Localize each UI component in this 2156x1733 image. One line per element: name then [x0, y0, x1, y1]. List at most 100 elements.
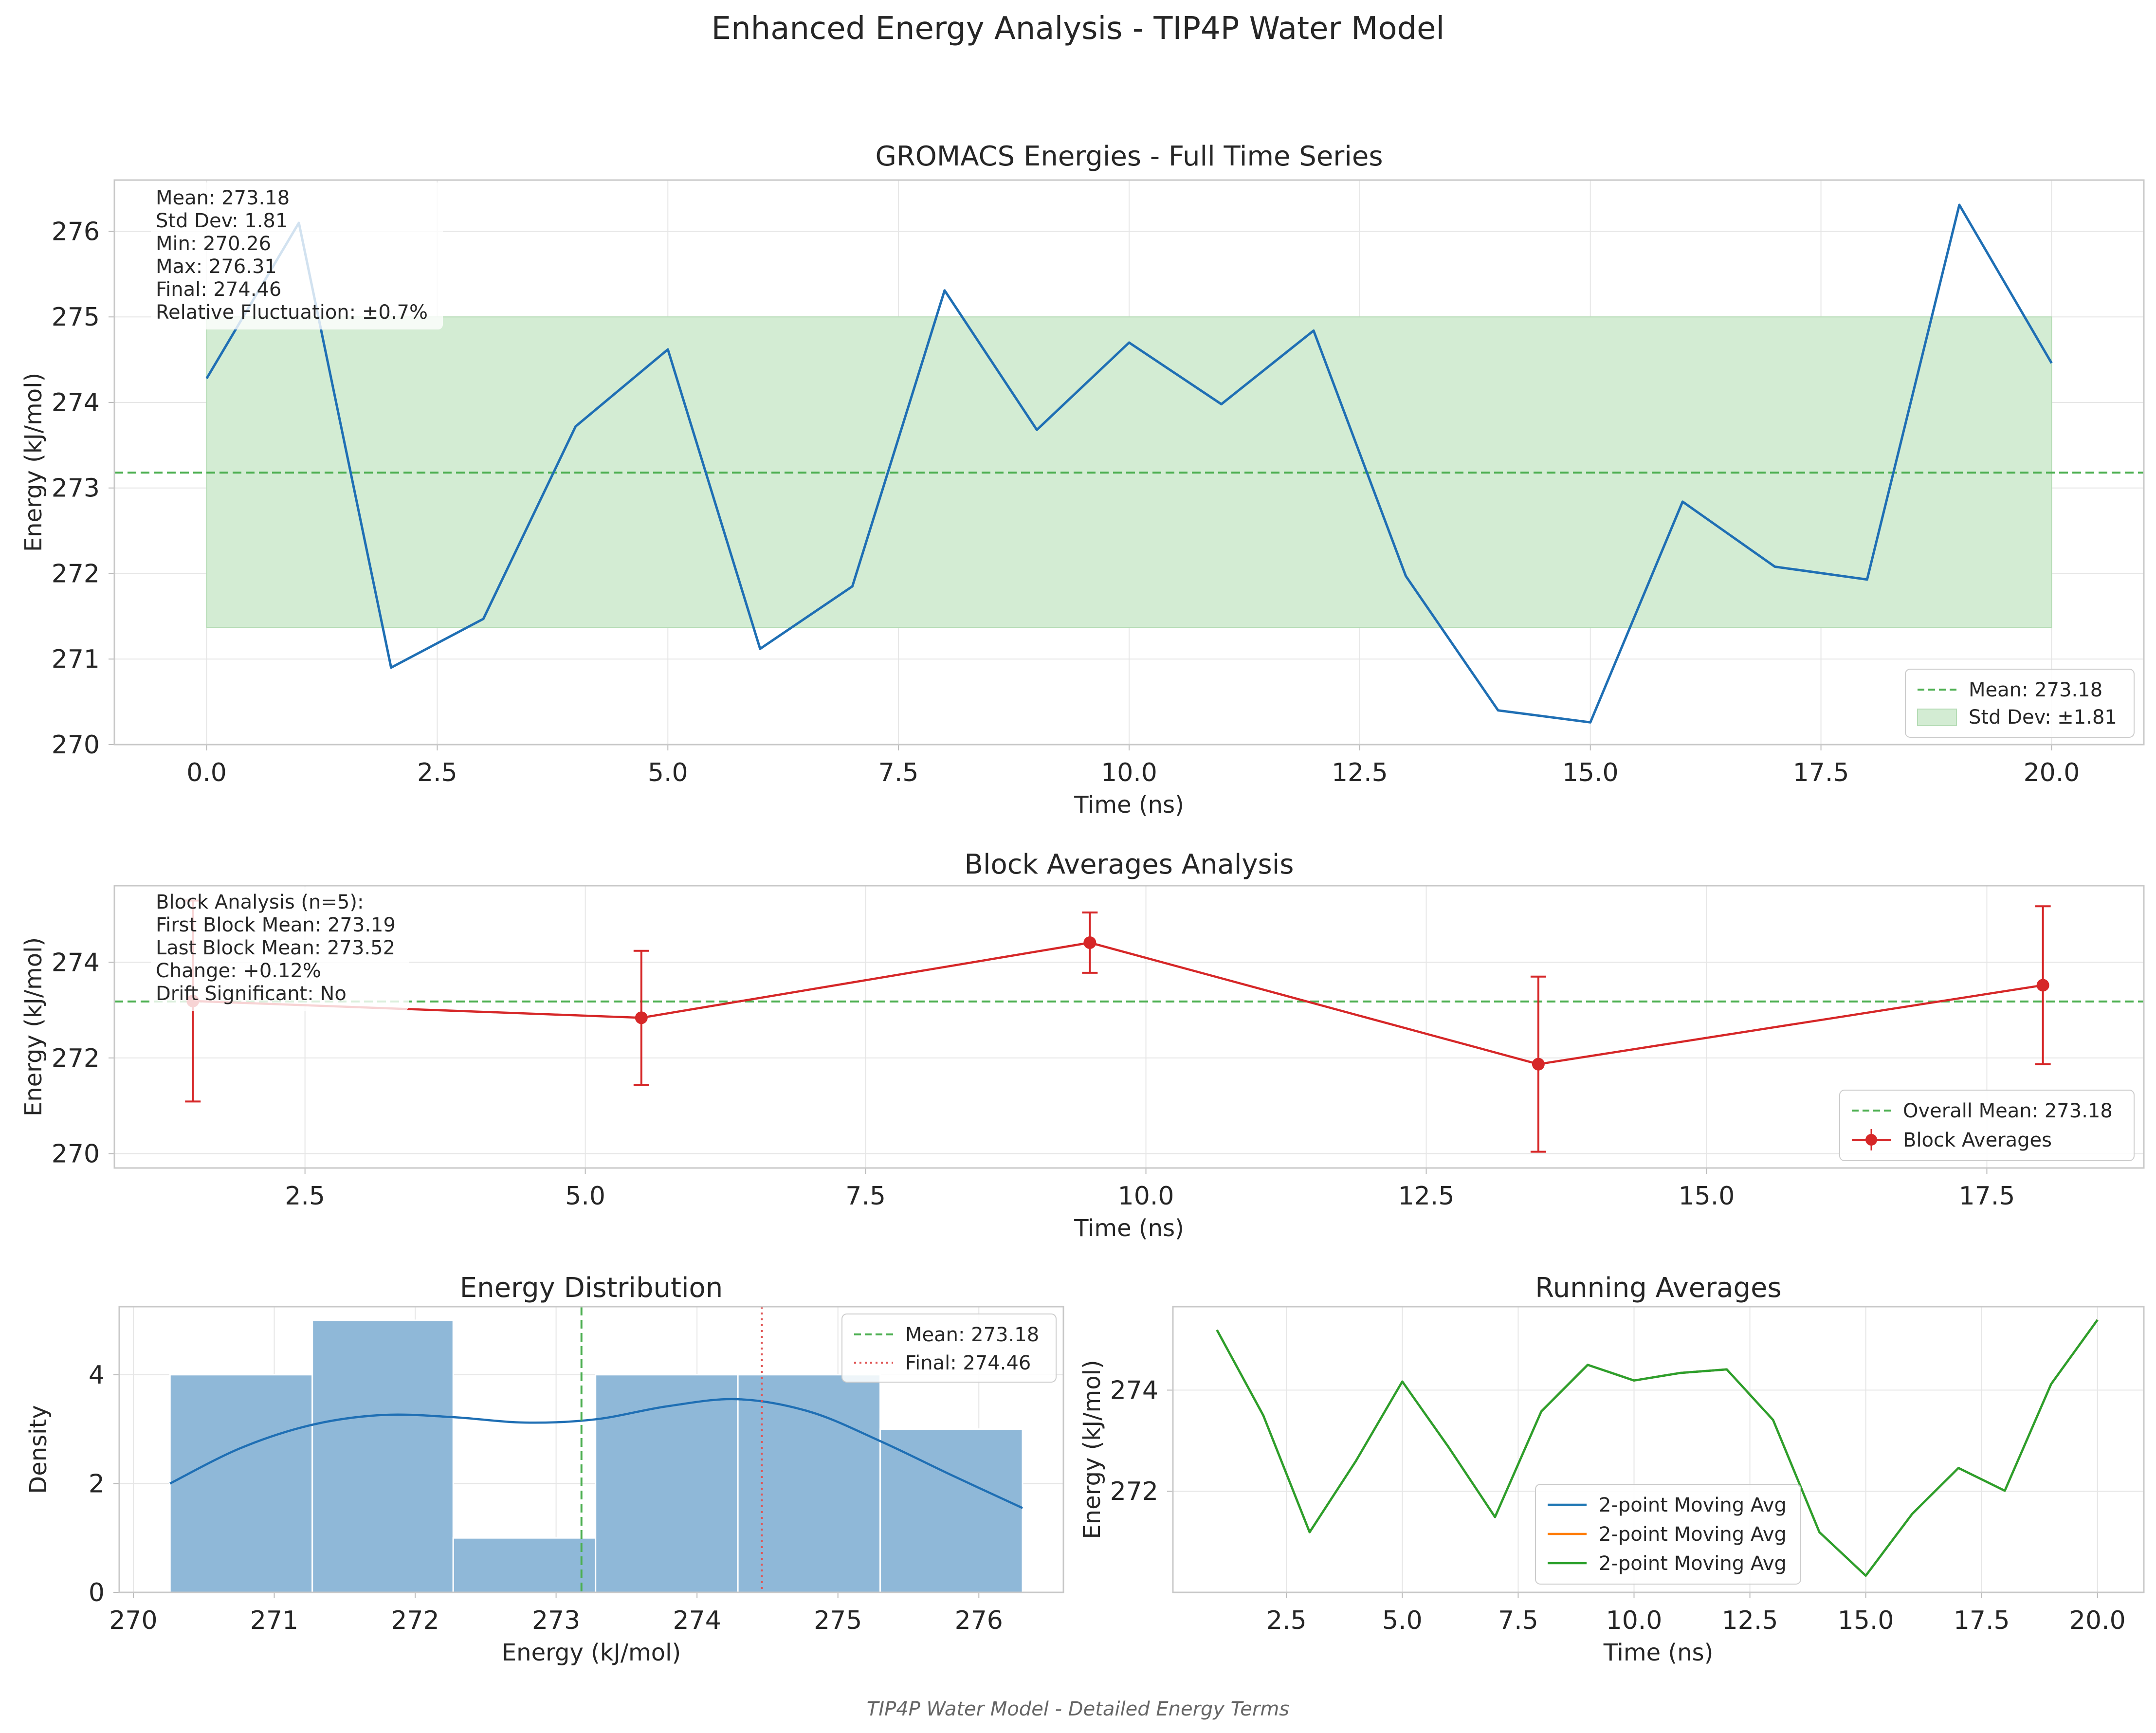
panel-title: GROMACS Energies - Full Time Series	[876, 141, 1383, 172]
x-tick-label: 276	[955, 1606, 1003, 1635]
stats-line: Relative Fluctuation: ±0.7%	[156, 301, 428, 324]
x-axis-label: Time (ns)	[1074, 1215, 1184, 1242]
x-tick-label: 12.5	[1722, 1606, 1778, 1635]
legend-block-swatch-marker	[1865, 1134, 1877, 1146]
legend-block-label: Block Averages	[1903, 1129, 2052, 1151]
x-tick-label: 15.0	[1679, 1182, 1735, 1211]
x-tick-label: 10.0	[1606, 1606, 1663, 1635]
plot-frame	[113, 885, 2145, 1169]
block-averages-panel: 2.5 5.0 7.5 10.0 12.5 15.0 17.5 270 272 274 Block …	[20, 849, 2145, 1242]
histogram-bar	[452, 1537, 597, 1593]
stats-line: First Block Mean: 273.19	[156, 914, 396, 936]
x-tick-label: 5.0	[1382, 1606, 1423, 1635]
x-tick-label: 275	[814, 1606, 862, 1635]
energy-series-line	[205, 203, 2053, 724]
stats-line: Block Analysis (n=5):	[156, 891, 364, 913]
x-tick-label: 10.0	[1118, 1182, 1174, 1211]
stats-line: Min: 270.26	[156, 233, 271, 255]
panel-title: Energy Distribution	[460, 1272, 723, 1304]
plot-frame	[1172, 1306, 2145, 1593]
plot-frame	[113, 179, 2145, 746]
x-tick-label: 270	[109, 1606, 157, 1635]
legend-mean-label: Mean: 273.18	[905, 1324, 1039, 1346]
panel-title: Block Averages Analysis	[965, 849, 1294, 880]
legend-box	[1535, 1484, 1801, 1585]
histogram-bar	[169, 1374, 313, 1593]
x-tick-label: 17.5	[1959, 1182, 2015, 1211]
legend-series-label: 2-point Moving Avg	[1599, 1494, 1787, 1516]
block-average-point	[1532, 1058, 1545, 1071]
x-axis-label: Time (ns)	[1603, 1639, 1714, 1666]
legend-mean-label: Mean: 273.18	[1969, 679, 2102, 701]
stats-line: Std Dev: 1.81	[156, 210, 288, 232]
y-tick-label: 270	[52, 1140, 100, 1169]
x-tick-label: 10.0	[1101, 758, 1157, 787]
x-tick-label: 274	[673, 1606, 721, 1635]
energy-distribution-panel: 270 271 272 273 274 275 276 0 2 4 Energy Distribut…	[25, 1272, 1064, 1666]
x-axis-label: Energy (kJ/mol)	[502, 1639, 681, 1666]
x-tick-label: 17.5	[1793, 758, 1849, 787]
x-tick-label: 0.0	[186, 758, 227, 787]
x-axis-label: Time (ns)	[1074, 791, 1184, 819]
x-tick-label: 271	[250, 1606, 298, 1635]
legend-box	[841, 1313, 1057, 1383]
legend-final-label: Final: 274.46	[905, 1352, 1031, 1374]
x-tick-label: 5.0	[565, 1182, 605, 1211]
histogram-bar	[311, 1319, 454, 1593]
y-tick-label: 275	[52, 303, 100, 332]
x-tick-label: 7.5	[845, 1182, 886, 1211]
figure-footer: TIP4P Water Model - Detailed Energy Term…	[867, 1698, 1289, 1720]
stats-box	[151, 182, 443, 329]
stats-box	[151, 887, 409, 1011]
histogram-bar	[595, 1374, 739, 1593]
y-axis-label: Density	[25, 1405, 52, 1494]
stats-line: Change: +0.12%	[156, 960, 321, 982]
x-tick-label: 20.0	[2069, 1606, 2126, 1635]
y-tick-label: 270	[52, 730, 100, 760]
stats-line: Final: 274.46	[156, 278, 281, 301]
y-tick-label: 272	[52, 1044, 100, 1073]
block-averages-line	[193, 941, 2043, 1065]
x-tick-label: 7.5	[878, 758, 919, 787]
x-tick-label: 2.5	[285, 1182, 325, 1211]
y-tick-label: 271	[52, 645, 100, 674]
stats-line: Drift Significant: No	[156, 983, 347, 1005]
stats-line: Mean: 273.18	[156, 187, 290, 209]
x-tick-label: 5.0	[648, 758, 688, 787]
block-average-point	[1083, 936, 1096, 949]
legend-overall-mean-label: Overall Mean: 273.18	[1903, 1100, 2113, 1122]
stats-line: Last Block Mean: 273.52	[156, 937, 395, 959]
y-tick-label: 2	[89, 1469, 105, 1498]
y-tick-label: 274	[1110, 1376, 1158, 1405]
x-tick-label: 15.0	[1838, 1606, 1894, 1635]
running-averages-panel: 2.5 5.0 7.5 10.0 12.5 15.0 17.5 20.0 272 274 Runni…	[1078, 1272, 2145, 1666]
y-tick-label: 272	[1110, 1477, 1158, 1506]
histogram-bar	[737, 1374, 881, 1593]
figure-title: Enhanced Energy Analysis - TIP4P Water M…	[712, 11, 1445, 47]
kde-curve	[169, 1398, 1023, 1509]
y-axis-label: Energy (kJ/mol)	[20, 937, 47, 1116]
y-tick-label: 276	[52, 217, 100, 246]
running-average-line	[1216, 1319, 2099, 1577]
y-tick-label: 273	[52, 474, 100, 503]
x-tick-label: 273	[532, 1606, 580, 1635]
y-tick-label: 272	[52, 559, 100, 588]
block-average-point	[635, 1011, 648, 1024]
y-tick-label: 0	[89, 1578, 105, 1607]
x-tick-label: 7.5	[1498, 1606, 1538, 1635]
block-average-point	[2036, 979, 2049, 992]
x-tick-label: 12.5	[1398, 1182, 1455, 1211]
x-tick-label: 2.5	[417, 758, 457, 787]
x-tick-label: 20.0	[2024, 758, 2080, 787]
timeseries-panel: 0.0 2.5 5.0 7.5 10.0 12.5 15.0 17.5 20.0 270 271 27…	[20, 141, 2145, 819]
x-tick-label: 12.5	[1332, 758, 1388, 787]
y-tick-label: 274	[52, 948, 100, 977]
x-tick-label: 15.0	[1562, 758, 1619, 787]
y-tick-label: 274	[52, 388, 100, 418]
legend-series-label: 2-point Moving Avg	[1599, 1523, 1787, 1546]
histogram-bar	[879, 1428, 1023, 1593]
y-axis-label: Energy (kJ/mol)	[1078, 1360, 1106, 1539]
y-tick-label: 4	[89, 1361, 105, 1390]
legend-band-label: Std Dev: ±1.81	[1969, 706, 2117, 729]
